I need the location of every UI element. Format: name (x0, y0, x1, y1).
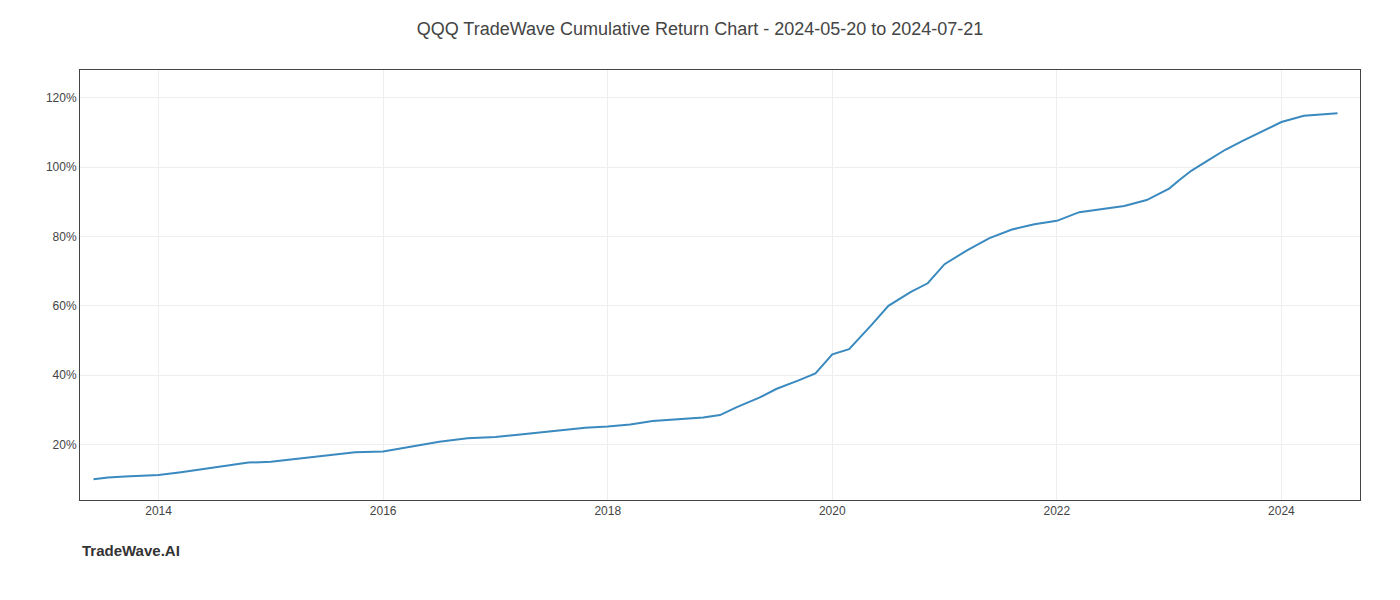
svg-text:60%: 60% (53, 299, 77, 313)
svg-text:120%: 120% (46, 91, 77, 105)
svg-text:TradeWave.AI: TradeWave.AI (82, 542, 180, 559)
svg-text:80%: 80% (53, 230, 77, 244)
svg-text:100%: 100% (46, 160, 77, 174)
svg-text:2022: 2022 (1043, 504, 1070, 518)
svg-text:2018: 2018 (594, 504, 621, 518)
svg-text:2024: 2024 (1268, 504, 1295, 518)
svg-text:2020: 2020 (819, 504, 846, 518)
svg-text:QQQ TradeWave Cumulative Retur: QQQ TradeWave Cumulative Return Chart - … (417, 19, 984, 39)
svg-text:40%: 40% (53, 368, 77, 382)
svg-text:2014: 2014 (145, 504, 172, 518)
svg-text:20%: 20% (53, 438, 77, 452)
svg-text:2016: 2016 (370, 504, 397, 518)
